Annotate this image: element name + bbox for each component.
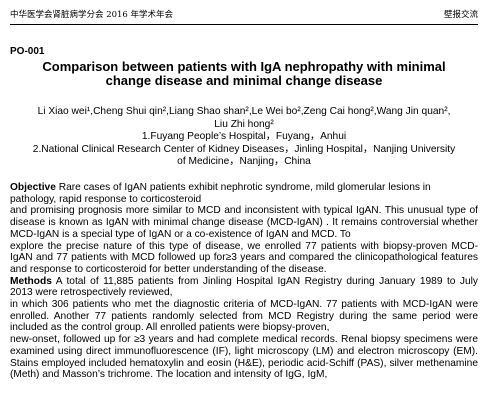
header-rule: [10, 24, 478, 25]
affiliation-line-2: 2.National Clinical Research Center of K…: [32, 143, 456, 155]
paper-title: Comparison between patients with IgA nep…: [10, 60, 478, 88]
methods-text-2: in which 306 patients who met the diagno…: [10, 299, 478, 334]
objective-text-2: pathology, rapid response to corticoster…: [10, 193, 202, 205]
abstract-code: PO-001: [10, 46, 45, 57]
objective-label: Objective: [10, 182, 56, 193]
objective-text-3: and promising prognosis more similar to …: [10, 205, 478, 240]
title-line-2: change disease and minimal change diseas…: [105, 73, 383, 88]
affiliation-line-3: of Medicine，Nanjing，China: [177, 156, 311, 167]
objective-paragraph: Objective Rare cases of IgAN patients ex…: [10, 182, 478, 194]
header-section: 壁报交流: [443, 10, 478, 20]
methods-text-1: A total of 11,885 patients from Jinling …: [10, 275, 478, 299]
abstract-body: Objective Rare cases of IgAN patients ex…: [10, 182, 478, 381]
methods-text-3: new-onset, followed up for ≥3 years and …: [10, 334, 478, 381]
authors-line-2: Liu Zhi hong²: [214, 118, 274, 130]
page-header: 中华医学会肾脏病学分会 2016 年学术年会 壁报交流: [10, 8, 478, 20]
methods-paragraph: Methods A total of 11,885 patients from …: [10, 276, 478, 299]
objective-text-1: Rare cases of IgAN patients exhibit neph…: [55, 182, 431, 193]
header-conference: 中华医学会肾脏病学分会 2016 年学术年会: [10, 10, 174, 20]
methods-label: Methods: [10, 275, 52, 287]
authors-line-1: Li Xiao wei¹,Cheng Shui qin²,Liang Shao …: [37, 106, 451, 117]
objective-text-4: explore the precise nature of this type …: [10, 240, 478, 275]
affiliation-line-1: 1.Fuyang People’s Hospital，Fuyang，Anhui: [141, 131, 347, 142]
authors-block: Li Xiao wei¹,Cheng Shui qin²,Liang Shao …: [10, 106, 478, 169]
title-line-1: Comparison between patients with IgA nep…: [42, 59, 446, 74]
